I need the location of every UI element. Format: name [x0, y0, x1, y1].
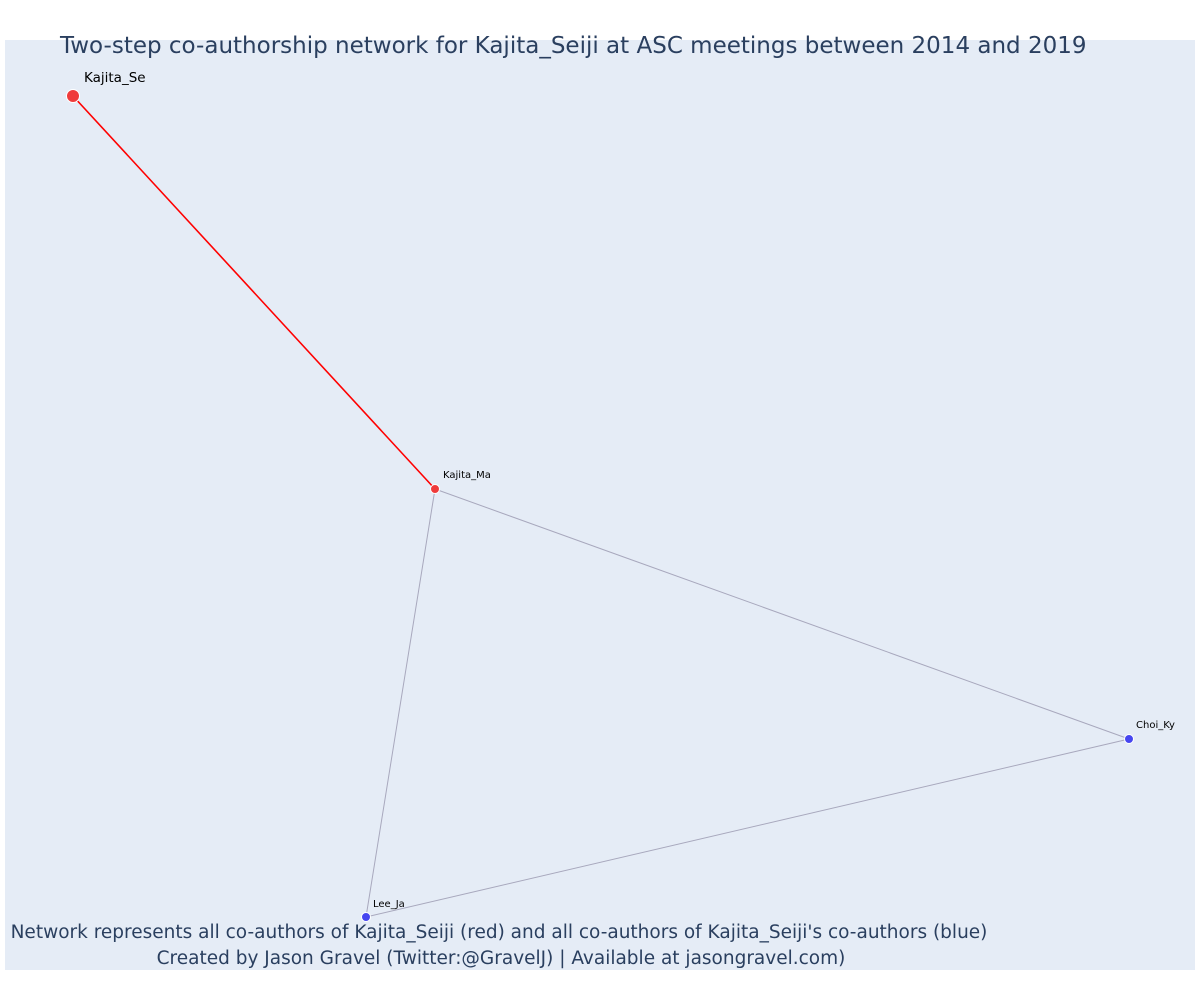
chart-title: Two-step co-authorship network for Kajit… — [59, 33, 1087, 59]
node-label-kajita-se: Kajita_Se — [84, 70, 146, 86]
edge-kajita-se-kajita-ma — [72, 95, 436, 490]
caption-line-1: Network represents all co-authors of Kaj… — [11, 922, 988, 943]
edge-kajita-ma-lee-ja — [365, 488, 436, 918]
node-kajita-se — [66, 89, 80, 103]
node-label-choi-ky: Choi_Ky — [1136, 720, 1175, 731]
node-label-kajita-ma: Kajita_Ma — [443, 470, 491, 481]
node-layer — [66, 89, 1134, 922]
edge-lee-ja-choi-ky — [365, 738, 1130, 918]
node-label-lee-ja: Lee_Ja — [373, 899, 405, 910]
plot-background — [5, 40, 1195, 970]
caption-line-2: Created by Jason Gravel (Twitter:@Gravel… — [157, 948, 846, 969]
label-layer: Kajita_Se Kajita_Ma Choi_Ky Lee_Ja — [84, 70, 1175, 910]
node-lee-ja — [361, 912, 371, 922]
node-choi-ky — [1124, 734, 1134, 744]
edge-layer — [72, 95, 1130, 918]
node-kajita-ma — [430, 484, 440, 494]
edge-kajita-ma-choi-ky — [434, 488, 1130, 740]
